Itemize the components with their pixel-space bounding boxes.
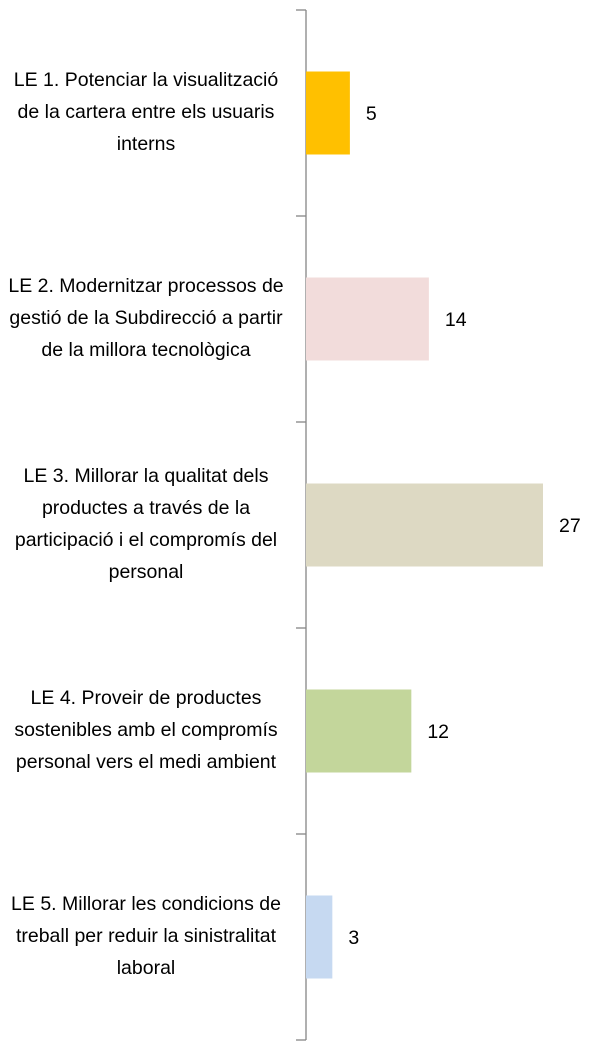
- bar: [306, 483, 543, 567]
- bar: [306, 895, 333, 979]
- bar: [306, 689, 412, 773]
- category-label: LE 2. Modernitzar processos de gestió de…: [8, 275, 284, 361]
- data-label: 3: [348, 927, 359, 949]
- category-label: LE 4. Proveir de productes sostenibles a…: [14, 687, 278, 773]
- bar: [306, 277, 429, 361]
- category-label: LE 5. Millorar les condicions de treball…: [11, 893, 281, 979]
- data-label: 12: [427, 721, 449, 743]
- bar: [306, 71, 350, 155]
- category-label: LE 1. Potenciar la visualització de la c…: [13, 69, 279, 155]
- category-label: LE 3. Millorar la qualitat dels producte…: [14, 465, 278, 583]
- data-label: 5: [366, 103, 377, 125]
- data-label: 14: [445, 309, 467, 331]
- data-label: 27: [559, 515, 581, 537]
